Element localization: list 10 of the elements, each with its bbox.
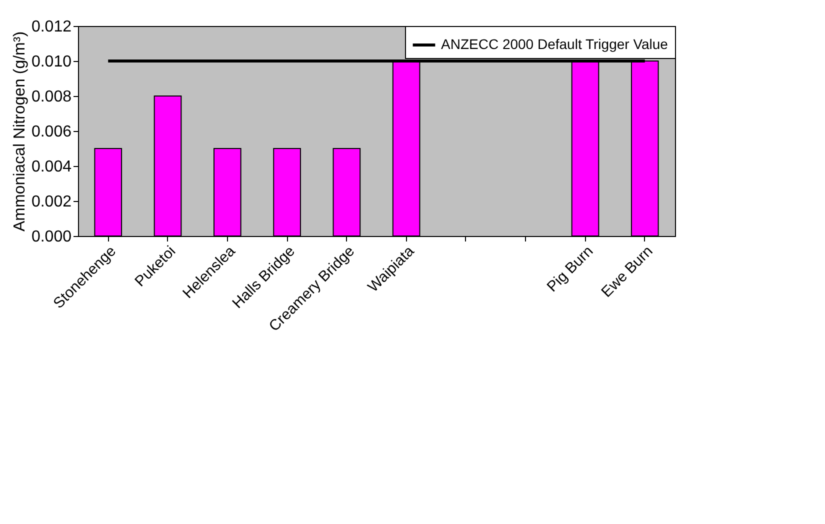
y-tick-label: 0.002: [31, 194, 72, 210]
x-tick-label: Ewe Burn: [598, 242, 656, 301]
y-tick-label: 0.000: [31, 228, 72, 246]
y-tick-label: 0.010: [31, 54, 72, 70]
legend-label: ANZECC 2000 Default Trigger Value: [441, 36, 668, 52]
y-axis-title: Ammoniacal Nitrogen (g/m³): [11, 31, 28, 232]
y-tick-label: 0.006: [31, 124, 72, 140]
y-tick-label: 0.012: [31, 18, 72, 36]
y-tick-label: 0.008: [31, 88, 72, 106]
y-tick-label: 0.004: [31, 158, 72, 176]
